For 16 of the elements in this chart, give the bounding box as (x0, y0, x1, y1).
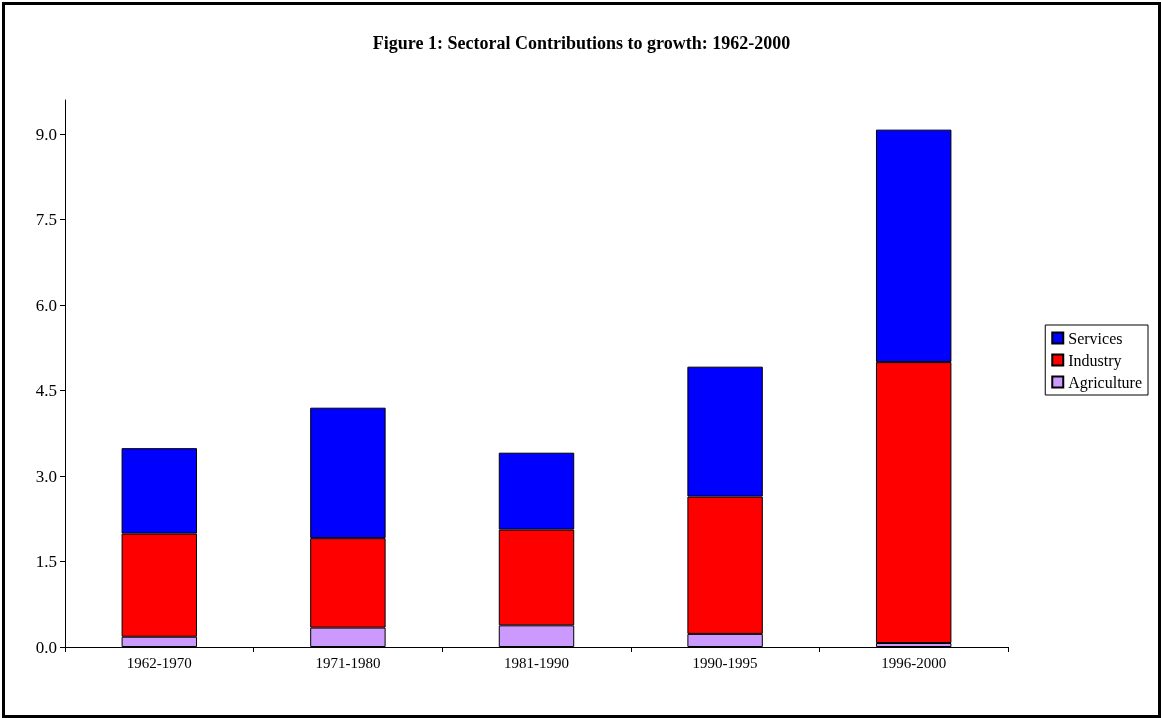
y-tick-label: 1.5 (35, 552, 57, 572)
y-tick-label: 9.0 (35, 124, 57, 144)
y-tick-label: 0.0 (35, 637, 57, 657)
y-tick-label: 7.5 (35, 210, 57, 230)
legend-label: Industry (1068, 351, 1122, 370)
x-tick-label: 1962-1970 (126, 654, 192, 671)
legend-label: Agriculture (1068, 373, 1142, 392)
x-tick-label: 1981-1990 (504, 654, 569, 671)
x-tick-label: 1990-1995 (692, 654, 758, 671)
legend-label: Services (1068, 329, 1123, 347)
y-tick-label: 6.0 (35, 295, 57, 315)
x-tick-label: 1996-2000 (881, 654, 947, 671)
y-tick-label: 3.0 (35, 466, 57, 486)
chart-title: Figure 1: Sectoral Contributions to growth: 1962-2000 (372, 33, 791, 53)
y-tick-label: 4.5 (35, 381, 57, 401)
x-tick-label: 1971-1980 (315, 654, 381, 671)
